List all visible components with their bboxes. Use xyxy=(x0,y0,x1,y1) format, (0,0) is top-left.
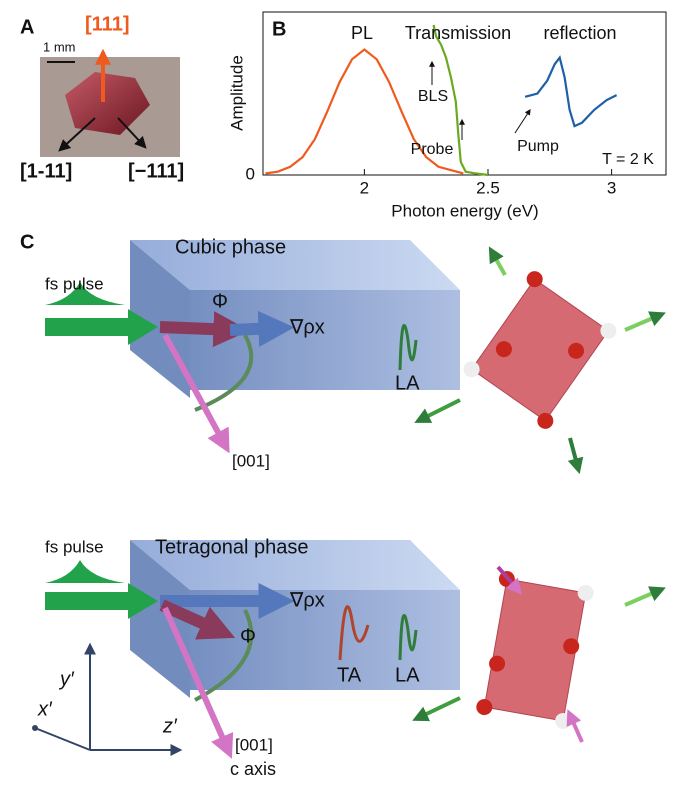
arrow xyxy=(625,315,660,330)
pump-label: fs pulse xyxy=(45,537,104,556)
axis-label: [001] xyxy=(235,735,273,754)
annotation: Probe xyxy=(411,141,454,158)
x-axis-label: Photon energy (eV) xyxy=(391,201,538,220)
axis-label: x′ xyxy=(37,698,53,720)
annotation-arrow xyxy=(515,110,530,133)
y-axis-label: Amplitude xyxy=(227,55,246,131)
phi-arrow xyxy=(160,327,235,330)
figure: A 1 mm [111] [1-11] [−111] B Photon energ… xyxy=(0,0,678,788)
cell xyxy=(472,279,609,421)
x-tick-label: 2 xyxy=(360,178,369,197)
phi-label: Φ xyxy=(212,290,228,312)
chart: B Photon energy (eV) Amplitude 2 2.5 3 0 PL Tran… xyxy=(227,18,654,220)
unit-cell xyxy=(460,268,619,432)
phi-label: Φ xyxy=(240,625,256,647)
axis-dot xyxy=(32,725,38,731)
axis-note: c axis xyxy=(230,759,276,779)
pump-label: fs pulse xyxy=(45,274,104,293)
x-tick-label: 3 xyxy=(607,178,616,197)
axis xyxy=(35,728,90,750)
annotation: BLS xyxy=(418,88,448,105)
y-tick-label: 0 xyxy=(246,164,255,183)
scene-title: Cubic phase xyxy=(175,236,286,258)
panel-label: B xyxy=(272,18,286,40)
arrow xyxy=(570,715,582,742)
pump-arrow xyxy=(45,318,130,336)
panel-label: C xyxy=(20,231,34,253)
annotation: T = 2 K xyxy=(602,151,654,168)
page: A 1 mm [111] [1-11] [−111] B Photon energ… xyxy=(0,0,678,788)
pump-arrow xyxy=(45,592,130,610)
mode-label: LA xyxy=(395,372,420,394)
gradient-arrow xyxy=(230,328,280,330)
box-front xyxy=(190,290,460,390)
arrow xyxy=(570,438,578,468)
arrow xyxy=(492,252,505,275)
arrow xyxy=(418,698,460,718)
cubic-scene: Φ ∇ρx LA [001] Cubic phase fs pulse xyxy=(45,236,660,470)
direction-label: [−111] xyxy=(128,160,184,182)
panel-label: A xyxy=(20,16,34,38)
pulse xyxy=(45,560,125,583)
axis-label: z′ xyxy=(162,715,178,737)
annotation: Transmission xyxy=(405,23,511,43)
mode-label: TA xyxy=(337,664,362,686)
direction-label: [1-11] xyxy=(20,160,72,182)
scene-title: Tetragonal phase xyxy=(155,536,308,558)
series-line xyxy=(525,58,617,127)
arrow xyxy=(625,590,660,605)
annotation: Pump xyxy=(517,138,559,155)
gradient-label: ∇ρx xyxy=(289,589,325,611)
direction-label: [111] xyxy=(85,13,129,35)
mode-label: LA xyxy=(395,664,420,686)
annotation: PL xyxy=(351,23,373,43)
scale-label: 1 mm xyxy=(43,39,76,54)
axis-label: y′ xyxy=(58,668,75,690)
annotation: reflection xyxy=(543,23,616,43)
axis-label: [001] xyxy=(232,451,270,470)
x-tick-label: 2.5 xyxy=(476,178,500,197)
arrow xyxy=(420,400,460,420)
tetragonal-scene: Φ ∇ρx TA LA [001] c axis Tetragonal phas… xyxy=(45,536,660,778)
gradient-label: ∇ρx xyxy=(289,316,325,338)
unit-cell xyxy=(475,570,595,730)
